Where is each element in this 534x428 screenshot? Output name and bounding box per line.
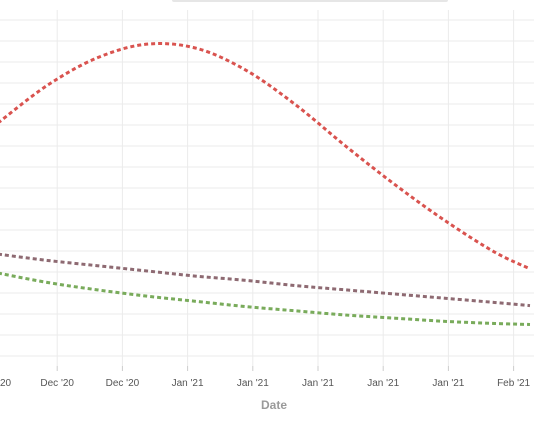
- grid-layer: [0, 10, 534, 366]
- series-layer: [0, 42, 531, 326]
- x-tick-label: Jan '21: [432, 378, 464, 389]
- x-tick-label: 20: [0, 378, 12, 389]
- x-tick-layer: 20 Dec '20 Dec '20 Jan '21 Jan '21 Jan '21 Jan…: [0, 366, 531, 389]
- x-axis-label: Date: [261, 398, 287, 412]
- x-tick-label: Jan '21: [172, 378, 204, 389]
- x-tick-label: Dec '20: [40, 378, 74, 389]
- x-tick-label: Dec '20: [106, 378, 140, 389]
- x-tick-label: Jan '21: [367, 378, 399, 389]
- series-line-3: [0, 271, 531, 326]
- x-tick-label: Jan '21: [237, 378, 269, 389]
- x-tick-label: Feb '21: [497, 378, 530, 389]
- x-tick-label: Jan '21: [302, 378, 334, 389]
- tooltip-edge: [172, 0, 448, 2]
- series-line-2: [0, 252, 531, 308]
- series-line-1: [0, 42, 531, 271]
